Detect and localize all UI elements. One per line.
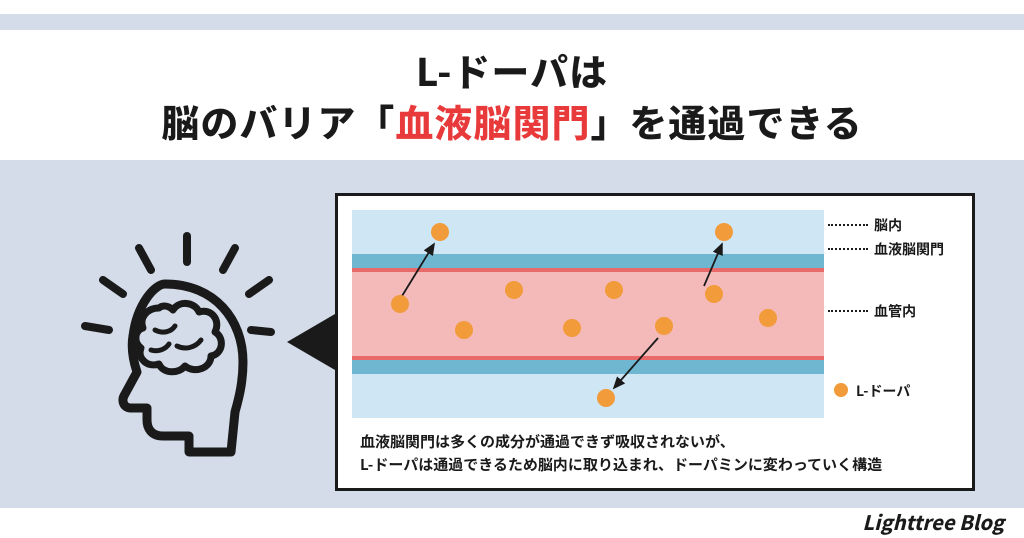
label-legend: L-ドーパ (856, 381, 910, 401)
title-line-1: L-ドーパは (416, 44, 608, 95)
title-line-2: 脳のバリア「血液脳関門」を通過できる (161, 95, 862, 146)
title-highlight: 血液脳関門 (395, 93, 590, 148)
blog-credit: Lighttree Blog (862, 507, 1004, 536)
label-leader (828, 224, 868, 226)
caption-line-1: 血液脳関門は多くの成分が通過できず吸収されないが、 (360, 431, 735, 452)
legend-dot-icon (834, 383, 848, 397)
title-banner: L-ドーパは 脳のバリア「血液脳関門」を通過できる (0, 30, 1024, 160)
caption-line-2: L-ドーパは通過できるため脳内に取り込まれ、ドーパミンに変わっていく構造 (360, 454, 882, 475)
diagram-caption: 血液脳関門は多くの成分が通過できず吸収されないが、 L-ドーパは通過できるため脳… (360, 431, 958, 476)
label-bbb: 血液脳関門 (874, 239, 944, 259)
content-area: 脳内 血液脳関門 血管内 L-ドーパ 血液脳関門は多くの成分が通過できず吸収され… (0, 175, 1024, 508)
label-leader (828, 248, 868, 250)
top-bar (0, 0, 1024, 14)
label-brain: 脳内 (874, 215, 902, 235)
bbb-diagram (352, 210, 824, 418)
label-leader (828, 310, 868, 312)
diagram-labels: 脳内 血液脳関門 血管内 L-ドーパ (828, 210, 962, 418)
title-pre: 脳のバリア「 (161, 93, 395, 148)
diagram-box: 脳内 血液脳関門 血管内 L-ドーパ 血液脳関門は多くの成分が通過できず吸収され… (335, 193, 975, 491)
brain-head-icon (55, 222, 275, 462)
label-vessel: 血管内 (874, 301, 916, 321)
callout-arrow-icon (287, 314, 335, 370)
title-post: 」を通過できる (590, 93, 862, 148)
